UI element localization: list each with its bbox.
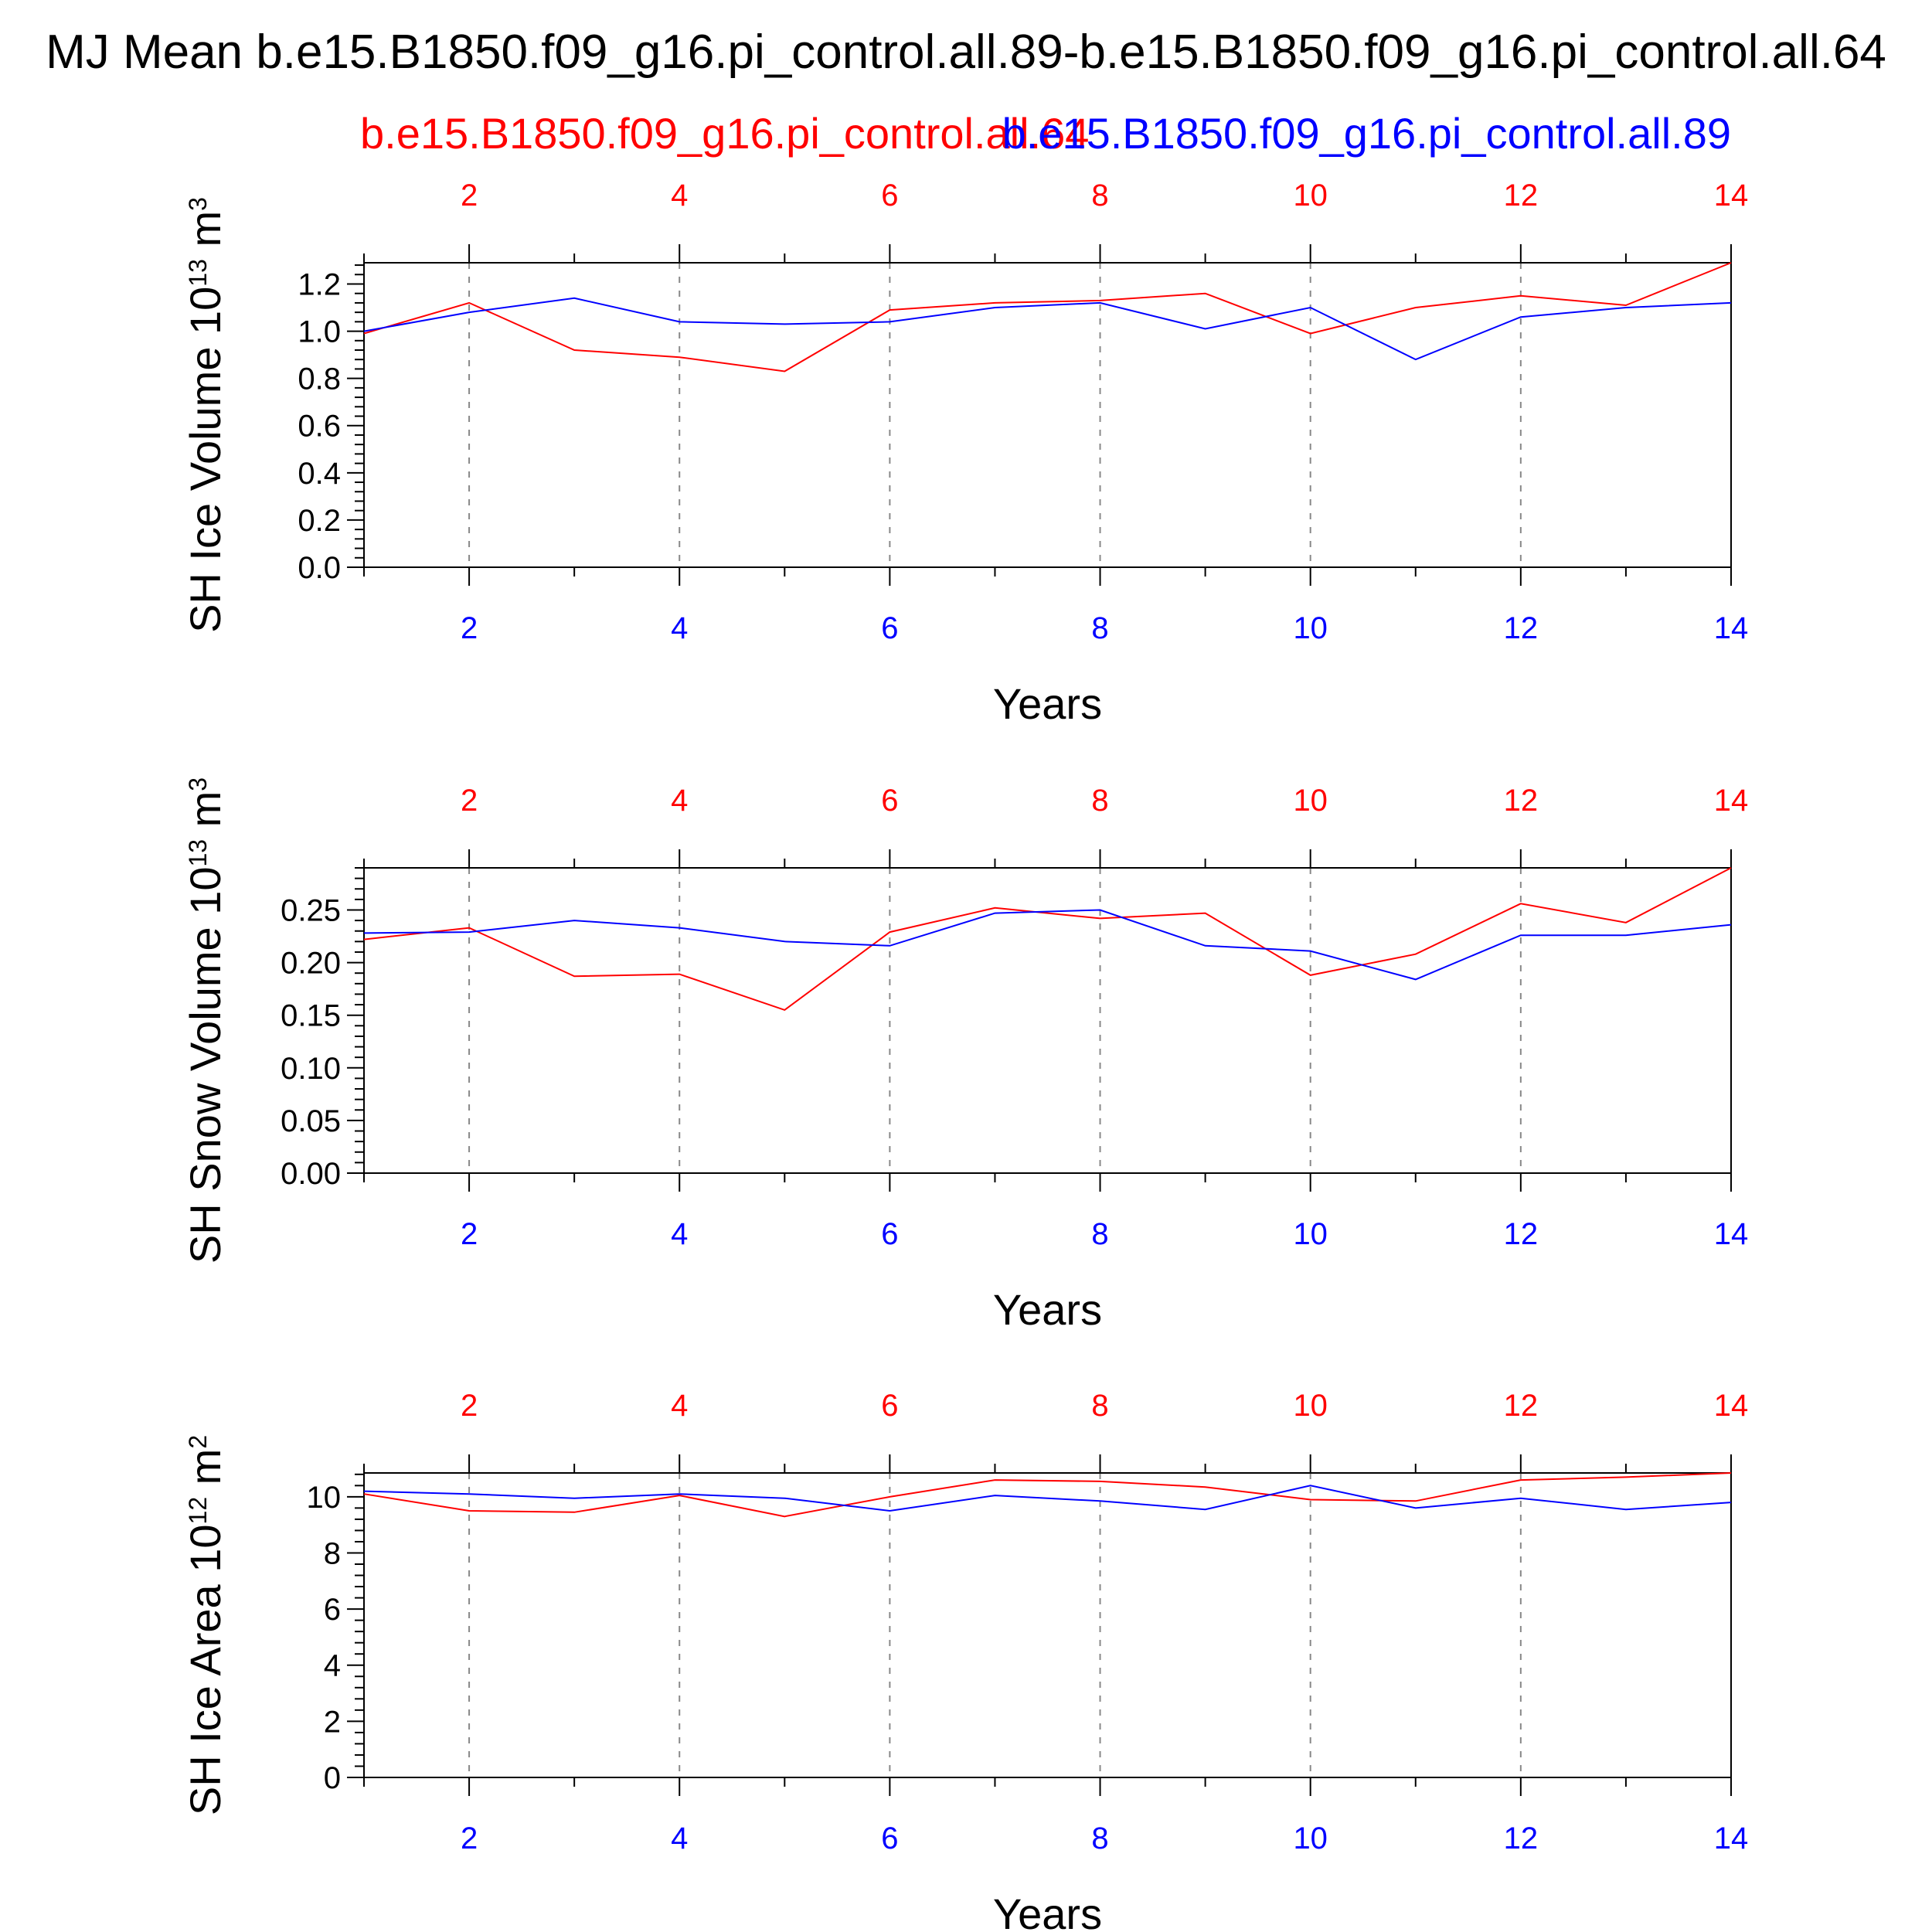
x-tick-label-top: 10	[1293, 179, 1328, 213]
x-axis-title: Years	[993, 679, 1102, 728]
x-tick-label-bottom: 10	[1293, 1217, 1328, 1251]
series-line-64	[363, 262, 1732, 372]
y-tick-label: 0.6	[298, 410, 341, 444]
chart-panel-3: 0 2 4 6 8 10 2 2 4 4 6 6 8 8 10 10 12 12 14 14 Years SH Ice A…	[181, 1389, 1748, 1932]
y-tick-label: 10	[307, 1481, 342, 1515]
x-tick-label-bottom: 10	[1293, 611, 1328, 645]
series-line-64	[363, 1472, 1732, 1518]
x-tick-label-top: 2	[461, 1389, 478, 1423]
x-tick-label-top: 2	[461, 784, 478, 818]
x-tick-label-bottom: 6	[881, 1217, 898, 1251]
x-tick-label-top: 12	[1504, 784, 1539, 818]
x-tick-label-bottom: 2	[461, 611, 478, 645]
y-tick-label: 1.0	[298, 315, 341, 349]
x-axis-title: Years	[993, 1889, 1102, 1932]
x-tick-label-bottom: 4	[671, 1821, 688, 1855]
x-tick-label-bottom: 12	[1504, 611, 1539, 645]
x-tick-label-top: 4	[671, 179, 688, 213]
x-tick-label-top: 8	[1091, 1389, 1108, 1423]
x-tick-label-top: 12	[1504, 1389, 1539, 1423]
y-tick-label: 0.25	[281, 893, 341, 927]
series-line-89	[363, 909, 1732, 981]
x-tick-label-top: 8	[1091, 784, 1108, 818]
x-tick-label-bottom: 8	[1091, 1217, 1108, 1251]
x-tick-label-bottom: 14	[1714, 1821, 1749, 1855]
x-tick-label-bottom: 12	[1504, 1217, 1539, 1251]
x-tick-label-top: 6	[881, 1389, 898, 1423]
chart-panels: 0.0 0.2 0.4 0.6 0.8 1.0 1.2 2 2 4 4 6 6 8 8 10 10 12 12 14 1…	[181, 179, 1748, 1932]
x-tick-label-bottom: 8	[1091, 611, 1108, 645]
y-tick-label: 0	[324, 1761, 341, 1795]
y-tick-label: 0.00	[281, 1157, 341, 1191]
x-tick-label-bottom: 14	[1714, 611, 1749, 645]
x-axis-title: Years	[993, 1285, 1102, 1334]
plot-frame	[363, 867, 1732, 1174]
y-tick-label: 0.2	[298, 504, 341, 538]
case-label-89: b.e15.B1850.f09_g16.pi_control.all.89	[1002, 109, 1731, 158]
chart-panel-2: 0.00 0.05 0.10 0.15 0.20 0.25 2 2 4 4 6 6 8 8 10 10 12 12…	[181, 777, 1748, 1334]
y-axis-title: SH Ice Volume 1013 m3	[181, 197, 230, 633]
x-tick-label-bottom: 6	[881, 1821, 898, 1855]
x-tick-label-top: 12	[1504, 179, 1539, 213]
plot-frame	[363, 262, 1732, 568]
y-tick-label: 1.2	[298, 267, 341, 301]
x-tick-label-bottom: 12	[1504, 1821, 1539, 1855]
plot-frame	[363, 1472, 1732, 1778]
series-line-89	[363, 1485, 1732, 1512]
y-axis-title: SH Ice Area 1012 m2	[181, 1435, 230, 1815]
figure-title: MJ Mean b.e15.B1850.f09_g16.pi_control.a…	[46, 26, 1886, 79]
x-tick-label-bottom: 4	[671, 1217, 688, 1251]
x-tick-label-top: 8	[1091, 179, 1108, 213]
y-tick-label: 6	[324, 1593, 341, 1627]
y-tick-label: 0.10	[281, 1052, 341, 1086]
x-tick-label-bottom: 4	[671, 611, 688, 645]
x-tick-label-bottom: 8	[1091, 1821, 1108, 1855]
y-tick-label: 4	[324, 1649, 341, 1683]
y-tick-label: 0.8	[298, 362, 341, 396]
series-line-64	[363, 867, 1732, 1012]
series-line-89	[363, 297, 1732, 361]
x-tick-label-top: 14	[1714, 1389, 1749, 1423]
y-axis-title: SH Snow Volume 1013 m3	[181, 777, 230, 1264]
x-tick-label-top: 14	[1714, 179, 1749, 213]
y-tick-label: 8	[324, 1536, 341, 1570]
y-tick-label: 0.0	[298, 551, 341, 585]
x-tick-label-bottom: 2	[461, 1821, 478, 1855]
x-tick-label-top: 10	[1293, 1389, 1328, 1423]
x-tick-label-bottom: 14	[1714, 1217, 1749, 1251]
y-tick-label: 0.20	[281, 947, 341, 981]
x-tick-label-bottom: 10	[1293, 1821, 1328, 1855]
x-tick-label-top: 14	[1714, 784, 1749, 818]
chart-panel-1: 0.0 0.2 0.4 0.6 0.8 1.0 1.2 2 2 4 4 6 6 8 8 10 10 12 12 14 1…	[181, 179, 1748, 728]
y-tick-label: 0.05	[281, 1104, 341, 1138]
y-tick-label: 0.4	[298, 457, 341, 491]
y-tick-label: 0.15	[281, 999, 341, 1033]
y-tick-label: 2	[324, 1705, 341, 1739]
x-tick-label-top: 6	[881, 784, 898, 818]
x-tick-label-top: 2	[461, 179, 478, 213]
x-tick-label-bottom: 6	[881, 611, 898, 645]
x-tick-label-top: 4	[671, 784, 688, 818]
case-label-64: b.e15.B1850.f09_g16.pi_control.all.64	[360, 109, 1089, 158]
x-tick-label-top: 6	[881, 179, 898, 213]
x-tick-label-top: 4	[671, 1389, 688, 1423]
x-tick-label-bottom: 2	[461, 1217, 478, 1251]
x-tick-label-top: 10	[1293, 784, 1328, 818]
